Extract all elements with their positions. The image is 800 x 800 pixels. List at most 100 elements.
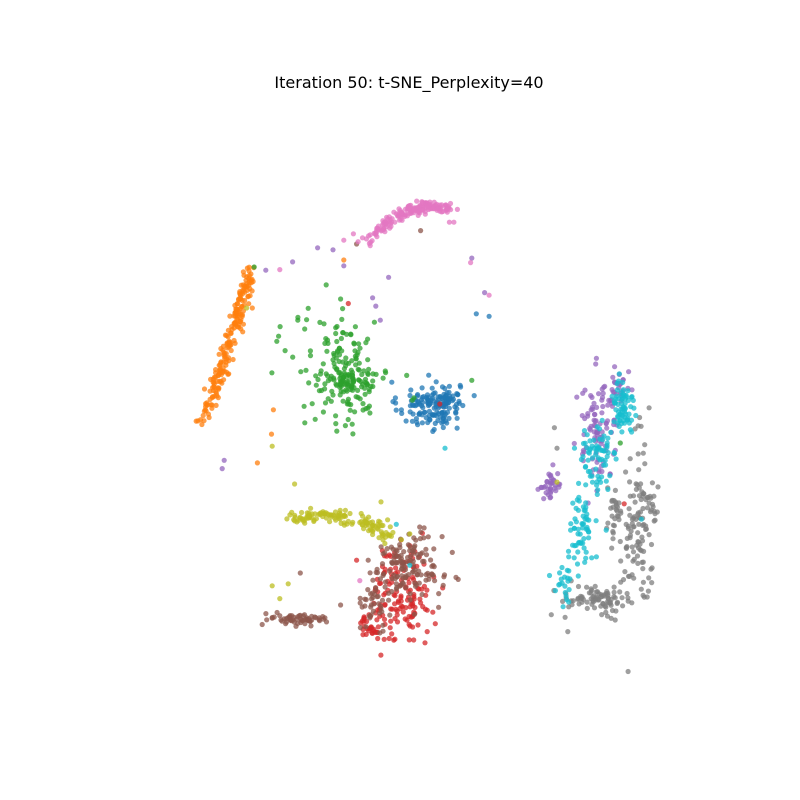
scatter-point bbox=[295, 317, 301, 323]
scatter-point bbox=[313, 382, 319, 388]
scatter-point bbox=[290, 354, 296, 360]
scatter-point bbox=[338, 383, 344, 389]
scatter-point bbox=[210, 376, 216, 382]
scatter-point bbox=[201, 386, 208, 392]
scatter-point bbox=[574, 561, 581, 567]
scatter-point bbox=[593, 554, 600, 560]
scatter-point bbox=[398, 566, 405, 572]
scatter-point bbox=[355, 349, 361, 355]
scatter-point bbox=[240, 329, 246, 335]
scatter-point bbox=[239, 303, 245, 309]
scatter-point bbox=[454, 425, 460, 431]
scatter-point bbox=[426, 408, 432, 414]
scatter-point bbox=[367, 570, 373, 576]
scatter-point bbox=[559, 564, 565, 571]
scatter-point bbox=[640, 566, 646, 572]
scatter-point bbox=[407, 531, 413, 537]
scatter-point bbox=[397, 605, 403, 612]
scatter-point bbox=[349, 382, 355, 388]
scatter-point bbox=[620, 577, 627, 583]
scatter-point bbox=[627, 493, 633, 499]
scatter-point bbox=[615, 378, 622, 384]
scatter-point bbox=[607, 473, 613, 479]
scatter-point bbox=[396, 206, 402, 212]
scatter-point bbox=[612, 617, 618, 623]
scatter-point bbox=[644, 594, 650, 600]
scatter-point bbox=[349, 521, 355, 527]
scatter-point bbox=[345, 396, 351, 402]
scatter-point bbox=[454, 206, 460, 212]
scatter-point bbox=[269, 443, 275, 449]
scatter-point bbox=[625, 595, 631, 601]
scatter-point bbox=[651, 518, 657, 524]
scatter-point bbox=[336, 352, 343, 358]
scatter-point bbox=[316, 388, 322, 394]
scatter-point bbox=[598, 447, 604, 453]
scatter-point bbox=[345, 416, 351, 423]
scatter-point bbox=[593, 466, 599, 472]
scatter-point bbox=[412, 543, 418, 549]
scatter-point bbox=[334, 428, 340, 434]
scatter-point bbox=[297, 612, 303, 619]
scatter-point bbox=[648, 541, 655, 548]
scatter-point bbox=[394, 560, 400, 566]
scatter-point bbox=[388, 618, 394, 624]
chart-title: Iteration 50: t-SNE_Perplexity=40 bbox=[274, 73, 543, 93]
scatter-point bbox=[290, 259, 296, 265]
scatter-point bbox=[583, 500, 589, 506]
scatter-point bbox=[638, 586, 644, 592]
scatter-point bbox=[341, 366, 347, 372]
scatter-point bbox=[338, 379, 344, 386]
scatter-point bbox=[374, 570, 381, 576]
scatter-point bbox=[611, 584, 617, 590]
scatter-point bbox=[583, 549, 589, 555]
scatter-point bbox=[547, 495, 553, 501]
scatter-point bbox=[419, 550, 425, 556]
scatter-point bbox=[382, 579, 389, 585]
scatter-point bbox=[643, 497, 649, 503]
scatter-point bbox=[580, 454, 586, 460]
scatter-point bbox=[381, 616, 388, 623]
scatter-point bbox=[377, 576, 383, 582]
scatter-point bbox=[583, 555, 589, 561]
scatter-point bbox=[432, 578, 438, 584]
scatter-point bbox=[374, 617, 380, 623]
scatter-point bbox=[342, 507, 348, 513]
scatter-point bbox=[411, 611, 418, 617]
scatter-point bbox=[392, 636, 398, 642]
scatter-point bbox=[589, 555, 595, 561]
scatter-point bbox=[329, 388, 335, 394]
scatter-point bbox=[635, 423, 641, 429]
scatter-point bbox=[366, 240, 372, 246]
scatter-point bbox=[386, 552, 392, 558]
scatter-point bbox=[614, 387, 621, 393]
scatter-point bbox=[627, 456, 633, 462]
scatter-point bbox=[389, 560, 396, 567]
scatter-point bbox=[557, 581, 563, 587]
scatter-point bbox=[574, 394, 580, 400]
scatter-point bbox=[422, 606, 428, 612]
scatter-point bbox=[387, 612, 393, 618]
scatter-point bbox=[468, 260, 474, 266]
scatter-point bbox=[337, 507, 343, 513]
scatter-point bbox=[388, 544, 394, 550]
scatter-point bbox=[389, 379, 395, 385]
scatter-point bbox=[357, 600, 363, 606]
scatter-point bbox=[623, 469, 629, 475]
scatter-point bbox=[368, 612, 374, 618]
scatter-point bbox=[584, 584, 590, 590]
scatter-point bbox=[375, 635, 381, 642]
scatter-point bbox=[604, 425, 610, 431]
scatter-point bbox=[362, 391, 368, 397]
scatter-point bbox=[435, 394, 441, 400]
scatter-point bbox=[376, 601, 382, 607]
scatter-point bbox=[582, 415, 588, 422]
scatter-point bbox=[433, 379, 439, 385]
scatter-point bbox=[240, 269, 246, 275]
scatter-point bbox=[410, 558, 416, 564]
scatter-point bbox=[283, 619, 290, 625]
scatter-point bbox=[599, 386, 605, 392]
scatter-point bbox=[363, 624, 369, 630]
scatter-point bbox=[347, 407, 353, 413]
scatter-point bbox=[277, 613, 283, 619]
